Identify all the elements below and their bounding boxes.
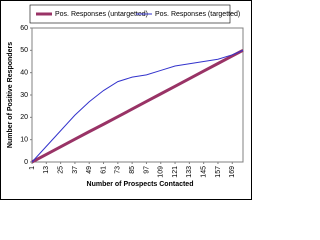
x-tick-label: 1 [29, 166, 36, 170]
x-tick-label: 25 [57, 166, 64, 174]
legend-box [29, 4, 231, 24]
x-tick-label: 85 [129, 166, 136, 174]
y-tick-label: 10 [20, 137, 28, 144]
y-tick-label: 60 [20, 25, 28, 32]
y-axis-title: Number of Positive Responders [7, 42, 14, 148]
line-series [31, 49, 244, 163]
x-tick-label: 133 [186, 166, 193, 178]
y-tick-label: 20 [20, 114, 28, 121]
x-tick-label: 37 [72, 166, 79, 174]
x-tick-label: 13 [43, 166, 50, 174]
x-tick-label: 121 [172, 166, 179, 178]
x-tick-label: 157 [215, 166, 222, 178]
x-tick-label: 169 [229, 166, 236, 178]
x-tick-label: 61 [100, 166, 107, 174]
y-tick-label: 50 [20, 47, 28, 54]
plot-area [31, 27, 244, 163]
line-series [31, 49, 244, 164]
legend-label: Pos. Responses (targetted) [155, 11, 240, 18]
y-tick-label: 30 [20, 92, 28, 99]
legend-label: Pos. Responses (untargetted) [55, 11, 148, 18]
x-tick-label: 145 [201, 166, 208, 178]
y-tick-label: 0 [24, 159, 28, 166]
x-axis-title: Number of Prospects Contacted [87, 181, 194, 188]
y-tick-label: 40 [20, 70, 28, 77]
x-tick-label: 109 [158, 166, 165, 178]
x-tick-label: 73 [115, 166, 122, 174]
x-tick-label: 97 [143, 166, 150, 174]
x-tick-label: 49 [86, 166, 93, 174]
chart: Number of Prospects Contacted Number of … [0, 0, 252, 200]
